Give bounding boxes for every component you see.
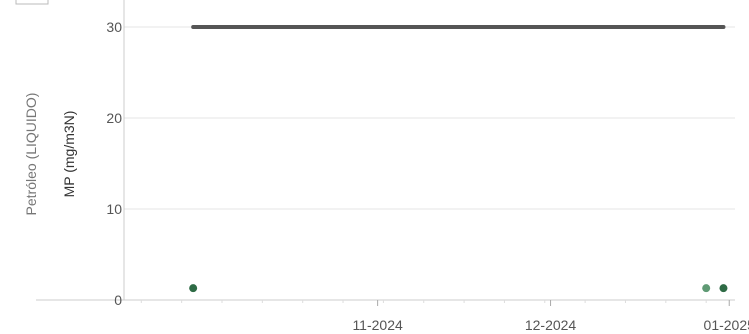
series-layer (189, 25, 728, 293)
data-point (702, 284, 711, 293)
x-tick-label: 12-2024 (525, 317, 577, 333)
y-tick-label: 10 (106, 201, 122, 217)
y-axis-label: MP (mg/m3N) (61, 111, 77, 198)
x-tick-label: 11-2024 (352, 317, 403, 333)
tick-labels: 0 10 20 30 11-2024 12-2024 01-2025 (106, 19, 749, 333)
data-point (189, 284, 198, 293)
y-tick-label: 20 (106, 110, 122, 126)
y-tick-label: 30 (106, 19, 122, 35)
y-tick-label: 0 (114, 292, 122, 308)
row-label: Petróleo (LIQUIDO) (23, 93, 39, 216)
data-point (719, 284, 728, 293)
axes (36, 0, 735, 306)
x-tick-label: 01-2025 (704, 317, 749, 333)
header-tab (15, 0, 49, 5)
gridlines (124, 26, 735, 210)
